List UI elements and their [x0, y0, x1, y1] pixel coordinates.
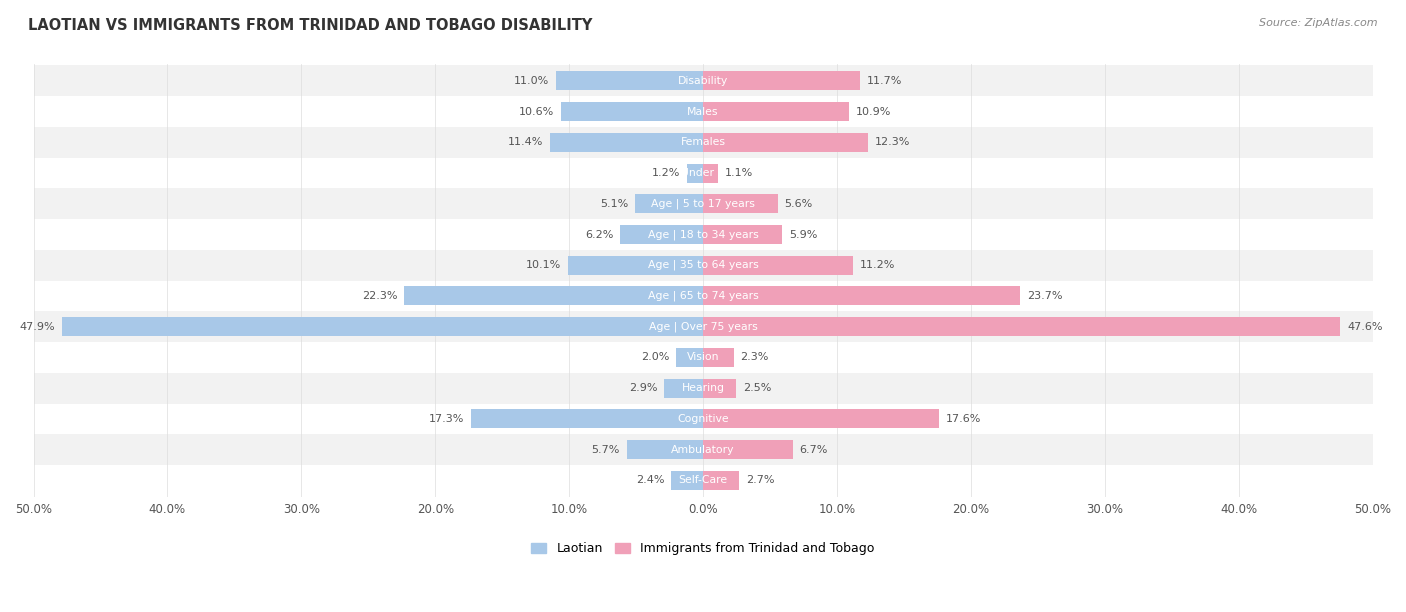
Legend: Laotian, Immigrants from Trinidad and Tobago: Laotian, Immigrants from Trinidad and To…: [526, 537, 880, 561]
Bar: [568, 256, 703, 275]
Text: Females: Females: [681, 137, 725, 147]
Bar: [703, 225, 782, 244]
Text: 11.2%: 11.2%: [859, 260, 896, 271]
Bar: [34, 96, 1372, 127]
Bar: [555, 72, 703, 91]
Bar: [627, 440, 703, 459]
Text: Age | Under 5 years: Age | Under 5 years: [648, 168, 758, 178]
Bar: [703, 194, 778, 214]
Text: 6.2%: 6.2%: [585, 230, 613, 239]
Bar: [34, 281, 1372, 312]
Text: 2.3%: 2.3%: [741, 353, 769, 362]
Text: 10.6%: 10.6%: [519, 106, 554, 117]
Text: Age | 18 to 34 years: Age | 18 to 34 years: [648, 230, 758, 240]
Text: Age | Over 75 years: Age | Over 75 years: [648, 321, 758, 332]
Text: Self-Care: Self-Care: [679, 476, 727, 485]
Text: 10.1%: 10.1%: [526, 260, 561, 271]
Bar: [34, 127, 1372, 158]
Bar: [34, 65, 1372, 96]
Text: 22.3%: 22.3%: [363, 291, 398, 301]
Bar: [703, 317, 1340, 336]
Bar: [34, 188, 1372, 219]
Text: 47.9%: 47.9%: [20, 322, 55, 332]
Bar: [703, 471, 740, 490]
Bar: [405, 286, 703, 305]
Bar: [34, 158, 1372, 188]
Bar: [34, 219, 1372, 250]
Bar: [664, 379, 703, 398]
Text: 47.6%: 47.6%: [1347, 322, 1382, 332]
Bar: [703, 440, 793, 459]
Bar: [634, 194, 703, 214]
Text: 1.2%: 1.2%: [652, 168, 681, 178]
Text: Hearing: Hearing: [682, 383, 724, 393]
Bar: [550, 133, 703, 152]
Bar: [620, 225, 703, 244]
Bar: [34, 342, 1372, 373]
Bar: [703, 348, 734, 367]
Bar: [703, 286, 1021, 305]
Text: 2.7%: 2.7%: [745, 476, 775, 485]
Text: 5.9%: 5.9%: [789, 230, 817, 239]
Text: Age | 5 to 17 years: Age | 5 to 17 years: [651, 198, 755, 209]
Bar: [561, 102, 703, 121]
Text: 5.1%: 5.1%: [600, 199, 628, 209]
Text: 2.5%: 2.5%: [744, 383, 772, 393]
Text: Vision: Vision: [686, 353, 720, 362]
Text: Males: Males: [688, 106, 718, 117]
Text: Age | 35 to 64 years: Age | 35 to 64 years: [648, 260, 758, 271]
Bar: [34, 435, 1372, 465]
Bar: [62, 317, 703, 336]
Text: 11.7%: 11.7%: [866, 76, 901, 86]
Text: 12.3%: 12.3%: [875, 137, 910, 147]
Bar: [34, 373, 1372, 403]
Text: 11.4%: 11.4%: [509, 137, 544, 147]
Bar: [703, 133, 868, 152]
Text: 1.1%: 1.1%: [724, 168, 752, 178]
Text: 17.6%: 17.6%: [945, 414, 981, 424]
Text: LAOTIAN VS IMMIGRANTS FROM TRINIDAD AND TOBAGO DISABILITY: LAOTIAN VS IMMIGRANTS FROM TRINIDAD AND …: [28, 18, 592, 34]
Bar: [676, 348, 703, 367]
Text: Age | 65 to 74 years: Age | 65 to 74 years: [648, 291, 758, 301]
Bar: [471, 409, 703, 428]
Text: 5.7%: 5.7%: [592, 445, 620, 455]
Bar: [688, 163, 703, 182]
Bar: [34, 403, 1372, 435]
Bar: [703, 409, 939, 428]
Text: Ambulatory: Ambulatory: [671, 445, 735, 455]
Bar: [703, 72, 859, 91]
Bar: [703, 102, 849, 121]
Bar: [703, 163, 717, 182]
Bar: [703, 256, 853, 275]
Text: Cognitive: Cognitive: [678, 414, 728, 424]
Bar: [34, 250, 1372, 281]
Text: 23.7%: 23.7%: [1026, 291, 1063, 301]
Bar: [671, 471, 703, 490]
Bar: [34, 465, 1372, 496]
Text: Disability: Disability: [678, 76, 728, 86]
Text: 17.3%: 17.3%: [429, 414, 464, 424]
Text: 2.4%: 2.4%: [636, 476, 664, 485]
Text: 6.7%: 6.7%: [800, 445, 828, 455]
Text: 2.0%: 2.0%: [641, 353, 669, 362]
Text: 11.0%: 11.0%: [513, 76, 548, 86]
Bar: [34, 312, 1372, 342]
Text: 10.9%: 10.9%: [856, 106, 891, 117]
Bar: [703, 379, 737, 398]
Text: Source: ZipAtlas.com: Source: ZipAtlas.com: [1260, 18, 1378, 28]
Text: 5.6%: 5.6%: [785, 199, 813, 209]
Text: 2.9%: 2.9%: [628, 383, 658, 393]
